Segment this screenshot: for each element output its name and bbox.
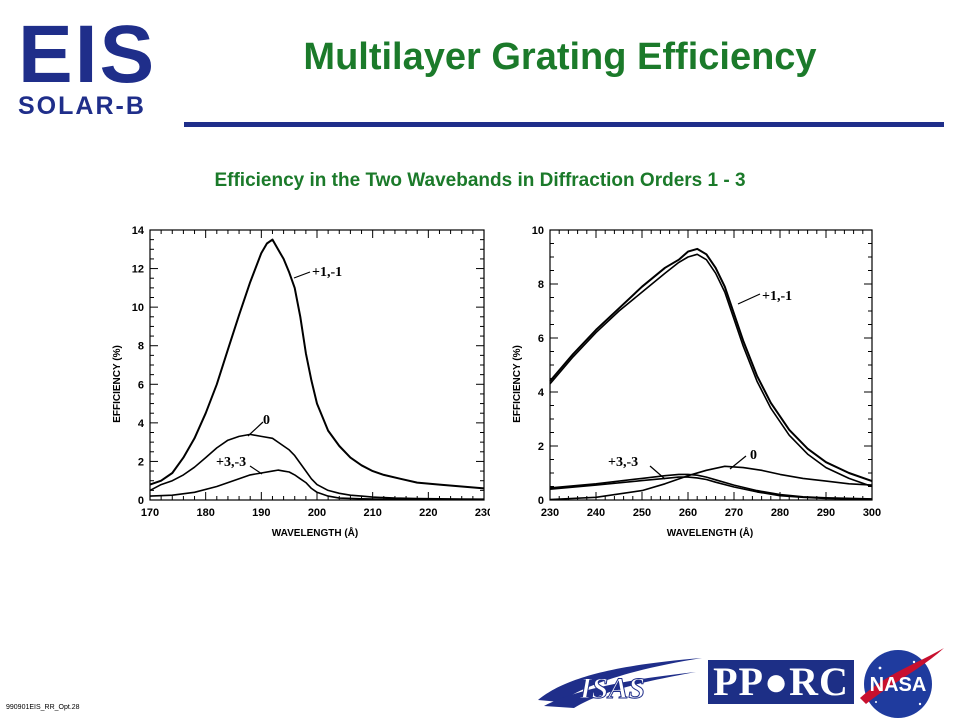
chart-right-annotation-zero-order: 0	[750, 448, 757, 463]
chart-left-y-tick-label: 2	[138, 456, 144, 468]
logo-solar-b-text: SOLAR-B	[18, 92, 146, 120]
chart-left-y-tick-label: 4	[138, 418, 145, 430]
chart-left: 170 180 190 200 210 220 230 0 2 4 6 8 10 12 14 EFFICIE…	[112, 225, 490, 539]
chart-left-x-tick-label: 170	[141, 507, 159, 519]
chart-right-y-tick-label: 0	[538, 495, 544, 507]
isas-logo-text: ISAS	[579, 672, 645, 705]
slide-subtitle: Efficiency in the Two Wavebands in Diffr…	[214, 170, 746, 191]
chart-right-x-tick-label: 240	[587, 507, 605, 519]
chart-left-annotation-third-order-arrow	[249, 465, 263, 475]
slide-code: 990901EIS_RR_Opt.28	[6, 704, 80, 711]
chart-left-xlabel: WAVELENGTH (Å)	[272, 526, 358, 539]
chart-left-y-tick-label: 6	[138, 379, 144, 391]
chart-left-series-line	[149, 469, 485, 501]
chart-left-x-tick-label: 190	[252, 507, 270, 519]
chart-left-annotation-third-order: +3,-3	[216, 455, 246, 470]
chart-left-series	[149, 238, 485, 501]
pparc-logo-text: PP●RC	[713, 659, 849, 704]
chart-right-y-tick-label: 6	[538, 333, 544, 345]
chart-left-x-tick-label: 200	[308, 507, 326, 519]
chart-right-x-tick-label: 270	[725, 507, 743, 519]
eis-solar-b-logo: EIS SOLAR-B	[18, 9, 156, 120]
chart-right-x-tick-label: 300	[863, 507, 881, 519]
chart-right-annotation-first-order-arrow	[737, 293, 761, 305]
chart-right-annotation-third-order: +3,-3	[608, 455, 638, 470]
chart-right-series-line	[549, 247, 873, 483]
chart-right-y-tick-label: 2	[538, 441, 544, 453]
chart-right-x-tick-label: 260	[679, 507, 697, 519]
chart-left-annotation-zero-order: 0	[263, 413, 270, 428]
chart-right-series-line	[549, 476, 873, 500]
chart-left-series-line	[149, 433, 485, 500]
chart-right-axes: 230 240 250 260 270 280 290 300 0 2 4 6 8 10	[532, 225, 881, 519]
logo-eis-text: EIS	[18, 9, 156, 100]
chart-right-xlabel: WAVELENGTH (Å)	[667, 526, 753, 539]
pparc-logo: PP●RC	[708, 660, 854, 704]
chart-right-series-line	[549, 473, 873, 500]
chart-left-series-line	[149, 238, 485, 490]
nasa-logo-text: NASA	[870, 674, 927, 696]
chart-right-x-tick-label: 250	[633, 507, 651, 519]
chart-right-y-tick-label: 10	[532, 225, 544, 237]
chart-right-annotation-first-order: +1,-1	[762, 289, 792, 304]
nasa-logo: NASA	[860, 648, 944, 718]
chart-left-ylabel: EFFICIENCY (%)	[112, 345, 123, 423]
chart-left-y-tick-label: 10	[132, 302, 144, 314]
chart-left-annotation-zero-order-arrow	[247, 421, 264, 437]
title-divider	[184, 122, 944, 127]
chart-right-series-line	[549, 253, 873, 488]
chart-right-x-tick-label: 230	[541, 507, 559, 519]
isas-logo: ISAS	[538, 658, 702, 708]
chart-right-series-line	[549, 465, 873, 501]
chart-left-y-tick-label: 12	[132, 264, 144, 276]
chart-left-x-tick-label: 230	[475, 507, 490, 519]
chart-left-x-tick-label: 220	[419, 507, 437, 519]
chart-right-annotation-third-order-arrow	[649, 465, 666, 480]
chart-right-x-tick-label: 280	[771, 507, 789, 519]
chart-left-axes: 170 180 190 200 210 220 230 0 2 4 6 8 10 12 14	[132, 225, 490, 519]
chart-left-x-tick-label: 210	[363, 507, 381, 519]
chart-left-annotation-first-order-arrow	[293, 271, 311, 279]
chart-right-y-tick-label: 8	[538, 279, 544, 291]
chart-left-x-tick-label: 180	[196, 507, 214, 519]
chart-right-x-tick-label: 290	[817, 507, 835, 519]
chart-right-y-tick-label: 4	[538, 387, 545, 399]
chart-right: 230 240 250 260 270 280 290 300 0 2 4 6 8 10 EFFICIEN…	[512, 225, 881, 539]
chart-left-y-tick-label: 14	[132, 225, 145, 237]
chart-right-ylabel: EFFICIENCY (%)	[512, 345, 523, 423]
slide-title: Multilayer Grating Efficiency	[303, 36, 817, 78]
chart-left-y-tick-label: 0	[138, 495, 144, 507]
chart-left-y-tick-label: 8	[138, 341, 144, 353]
chart-right-annotation-zero-order-arrow	[729, 455, 747, 470]
chart-right-series	[549, 247, 873, 501]
chart-left-annotation-first-order: +1,-1	[312, 265, 342, 280]
